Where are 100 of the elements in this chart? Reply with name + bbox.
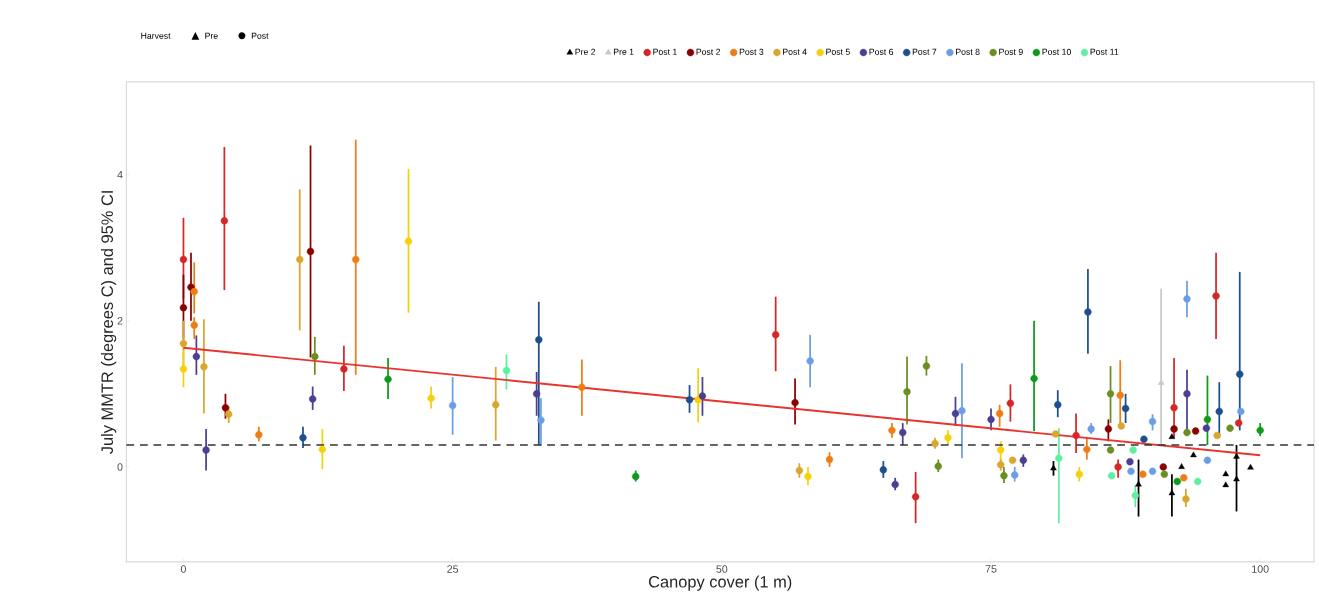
- x-tick-label: 0: [180, 565, 186, 573]
- point: [1183, 390, 1191, 398]
- point: [791, 398, 799, 407]
- point: [771, 331, 780, 339]
- point: [911, 493, 920, 501]
- point: [806, 357, 814, 365]
- text: Pre: [205, 32, 218, 39]
- point: [944, 434, 952, 442]
- point: [1191, 427, 1200, 435]
- point: [1237, 407, 1245, 416]
- legend-label: Post 2: [696, 48, 721, 55]
- point: [951, 409, 960, 418]
- point: [308, 395, 317, 403]
- point: [1054, 401, 1062, 409]
- x-tick-label: 50: [716, 565, 728, 573]
- point: [922, 362, 931, 370]
- point: [311, 352, 319, 361]
- point: [804, 472, 812, 481]
- point: [1170, 425, 1178, 433]
- legend-label: Post 4: [783, 48, 807, 55]
- point: [825, 455, 834, 464]
- point: [179, 303, 188, 312]
- point: [1114, 463, 1122, 471]
- point: [1203, 415, 1212, 424]
- point: [190, 287, 198, 296]
- point: [1215, 407, 1223, 416]
- point: [879, 466, 888, 474]
- point: [795, 466, 804, 475]
- point: [384, 375, 392, 383]
- point: [1222, 481, 1229, 488]
- point: [427, 394, 435, 402]
- legend-title: Harvest: [141, 32, 171, 39]
- point: [1212, 292, 1220, 300]
- point: [221, 404, 230, 412]
- legend-label: Post 11: [1090, 48, 1119, 55]
- legend-label: Post 10: [1042, 48, 1071, 55]
- x-tick-label: 25: [447, 565, 459, 573]
- point: [1226, 424, 1234, 432]
- point: [578, 383, 586, 391]
- legend-label: Post 7: [912, 48, 937, 55]
- point: [192, 352, 201, 361]
- point: [1107, 471, 1116, 480]
- point: [296, 255, 304, 264]
- point: [202, 446, 210, 454]
- point: [1222, 470, 1229, 477]
- point: [1104, 425, 1113, 433]
- point: [1011, 471, 1019, 479]
- y-tick-label: 2: [117, 317, 123, 325]
- point: [1129, 446, 1137, 454]
- point: [1006, 399, 1015, 408]
- point: [1075, 470, 1083, 478]
- legend-label: Post 9: [999, 48, 1023, 55]
- point: [1168, 433, 1176, 439]
- point: [1190, 451, 1197, 458]
- legend-label: Pre 1: [613, 48, 634, 55]
- point: [888, 426, 896, 435]
- point: [1131, 491, 1139, 500]
- point: [685, 396, 694, 404]
- point: [190, 321, 198, 329]
- point: [1160, 470, 1169, 478]
- point: [1000, 471, 1008, 480]
- point: [1139, 470, 1147, 478]
- point: [1051, 430, 1060, 438]
- legend-label: Post 3: [739, 48, 764, 55]
- point: [1084, 308, 1092, 316]
- point: [1148, 467, 1157, 475]
- point: [255, 431, 263, 439]
- point: [535, 336, 543, 344]
- point: [995, 409, 1004, 418]
- y-tick-label: 0: [117, 463, 123, 471]
- point: [1183, 428, 1191, 437]
- point: [179, 365, 188, 373]
- point: [1180, 474, 1188, 482]
- point: [200, 363, 208, 371]
- point: [318, 445, 327, 454]
- point: [1173, 477, 1181, 486]
- point: [1236, 370, 1244, 378]
- point: [1148, 417, 1157, 426]
- point: [352, 255, 360, 264]
- point: [1072, 431, 1080, 440]
- point: [306, 247, 315, 256]
- point: [1127, 467, 1135, 475]
- legend-label: Post 6: [869, 48, 894, 55]
- point: [537, 416, 545, 424]
- text: Post: [251, 32, 269, 39]
- point: [1202, 424, 1211, 432]
- point: [502, 366, 511, 375]
- point: [1203, 456, 1212, 465]
- point: [1247, 463, 1254, 470]
- point: [1106, 446, 1115, 454]
- legend-label: Pre 2: [575, 48, 596, 55]
- point: [220, 217, 229, 225]
- point: [1213, 431, 1221, 440]
- x-axis-title: Canopy cover (1 m): [648, 575, 792, 591]
- point: [1233, 453, 1240, 459]
- point: [1050, 464, 1057, 471]
- point: [1233, 475, 1240, 482]
- point: [1030, 374, 1038, 383]
- point: [1106, 390, 1115, 398]
- legend-label: Post 1: [653, 48, 677, 55]
